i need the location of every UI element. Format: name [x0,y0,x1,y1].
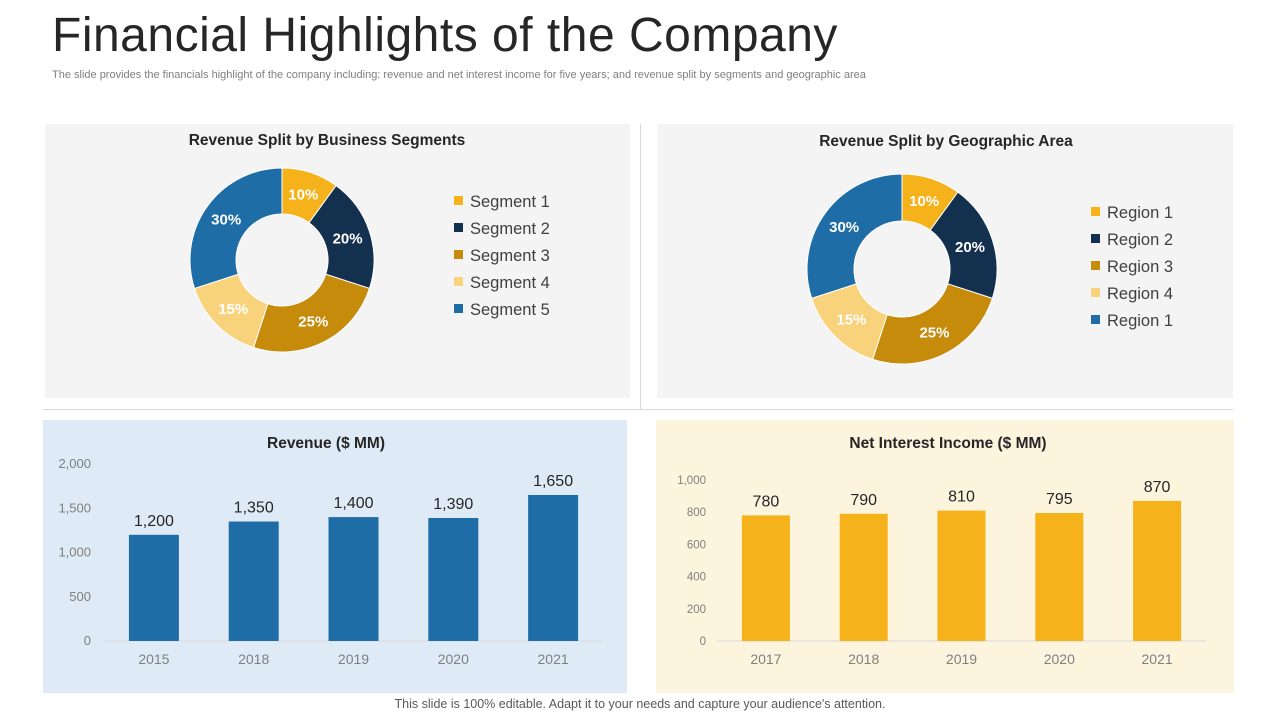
x-tick-label-2020: 2020 [1044,651,1075,667]
x-tick-label-2018: 2018 [848,651,879,667]
footer-note: This slide is 100% editable. Adapt it to… [394,697,886,711]
legend-label-5: Segment 5 [470,301,550,319]
legend-label-2: Region 2 [1107,231,1173,249]
page-subtitle: The slide provides the financials highli… [52,69,866,81]
page-title: Financial Highlights of the Company [52,9,838,62]
y-tick-label: 400 [687,572,706,584]
y-tick-label: 500 [69,589,91,604]
data-label-2017: 780 [753,493,780,510]
bar-2020 [1035,513,1084,641]
net-interest-income-panel: Net Interest Income ($ MM) 0 200 400 600 800 1… [656,420,1234,693]
legend-swatch-5 [454,304,463,313]
slice-label-3: 25% [919,325,949,342]
donut-slice-3 [872,283,993,365]
geographic-split-panel: Revenue Split by Geographic Area 10% 20% 25… [657,124,1233,398]
data-label-2021: 1,650 [533,473,573,490]
slice-label-5: 30% [211,211,241,228]
legend-label-1: Segment 1 [470,193,550,211]
vertical-divider [640,124,641,410]
legend-swatch-1 [454,196,463,205]
x-tick-label-2017: 2017 [750,651,781,667]
chart-title: Revenue ($ MM) [267,435,385,452]
geographic-donut-chart: Revenue Split by Geographic Area 10% 20% 25… [806,133,1173,365]
x-tick-label-2019: 2019 [338,651,369,667]
net-interest-income-bar-chart: Net Interest Income ($ MM) 0 200 400 600 800 1… [677,435,1206,667]
legend-swatch-4 [454,277,463,286]
slice-label-2: 20% [955,239,985,256]
y-tick-label: 0 [700,636,706,648]
y-tick-label: 1,000 [58,545,91,560]
revenue-bar-chart: Revenue ($ MM) 0 500 1,000 1,500 2,000 1,200 20… [58,435,603,667]
bar-2019 [328,517,379,641]
revenue-panel: Revenue ($ MM) 0 500 1,000 1,500 2,000 1,200 20… [43,420,627,693]
legend-label-2: Segment 2 [470,220,550,238]
slice-label-1: 10% [909,193,939,210]
data-label-2018: 790 [850,492,877,509]
legend-label-5: Region 1 [1107,312,1173,330]
slice-label-5: 30% [829,219,859,236]
bar-2017 [741,515,790,641]
segment-split-panel: Revenue Split by Business Segments 10% 20%… [45,124,630,398]
segment-donut-chart: Revenue Split by Business Segments 10% 20%… [189,132,550,353]
horizontal-divider [43,409,1233,410]
bar-2018 [228,521,279,641]
slice-label-4: 15% [218,301,248,318]
bar-2021 [1133,500,1182,641]
legend-swatch-1 [1091,207,1100,216]
slice-label-2: 20% [333,231,363,248]
donut-slice-3 [252,273,371,353]
legend-label-4: Segment 4 [470,274,550,292]
x-tick-label-2019: 2019 [946,651,977,667]
y-tick-label: 2,000 [58,456,91,471]
x-tick-label-2021: 2021 [1142,651,1173,667]
y-tick-label: 600 [687,539,706,551]
legend-swatch-4 [1091,288,1100,297]
y-tick-label: 800 [687,507,706,519]
data-label-2020: 1,390 [433,496,473,513]
x-tick-label-2018: 2018 [238,651,269,667]
chart-title: Net Interest Income ($ MM) [849,435,1046,452]
legend-swatch-2 [1091,234,1100,243]
data-label-2015: 1,200 [134,513,174,530]
bar-2021 [528,494,579,641]
bar-2018 [839,513,888,641]
bar-2019 [937,510,986,641]
chart-title: Revenue Split by Geographic Area [819,133,1073,150]
data-label-2019: 810 [948,489,975,506]
legend-label-3: Region 3 [1107,258,1173,276]
data-label-2019: 1,400 [333,495,373,512]
legend-label-1: Region 1 [1107,204,1173,222]
data-label-2020: 795 [1046,491,1073,508]
legend-label-4: Region 4 [1107,285,1173,303]
legend-swatch-2 [454,223,463,232]
donut-slice-5 [806,173,903,299]
data-label-2018: 1,350 [234,500,274,517]
legend-swatch-5 [1091,315,1100,324]
y-tick-label: 200 [687,604,706,616]
slice-label-3: 25% [298,313,328,330]
data-label-2021: 870 [1144,479,1171,496]
donut-slice-5 [189,167,283,290]
chart-title: Revenue Split by Business Segments [189,132,466,149]
y-tick-label: 1,000 [677,475,706,487]
y-tick-label: 0 [84,633,91,648]
legend-label-3: Segment 3 [470,247,550,265]
slice-label-4: 15% [836,312,866,329]
legend-swatch-3 [454,250,463,259]
y-tick-label: 1,500 [58,500,91,515]
x-tick-label-2015: 2015 [138,651,169,667]
slice-label-1: 10% [288,186,318,203]
x-tick-label-2021: 2021 [538,651,569,667]
bar-2015 [128,534,179,641]
legend-swatch-3 [1091,261,1100,270]
x-tick-label-2020: 2020 [438,651,469,667]
bar-2020 [428,517,479,641]
